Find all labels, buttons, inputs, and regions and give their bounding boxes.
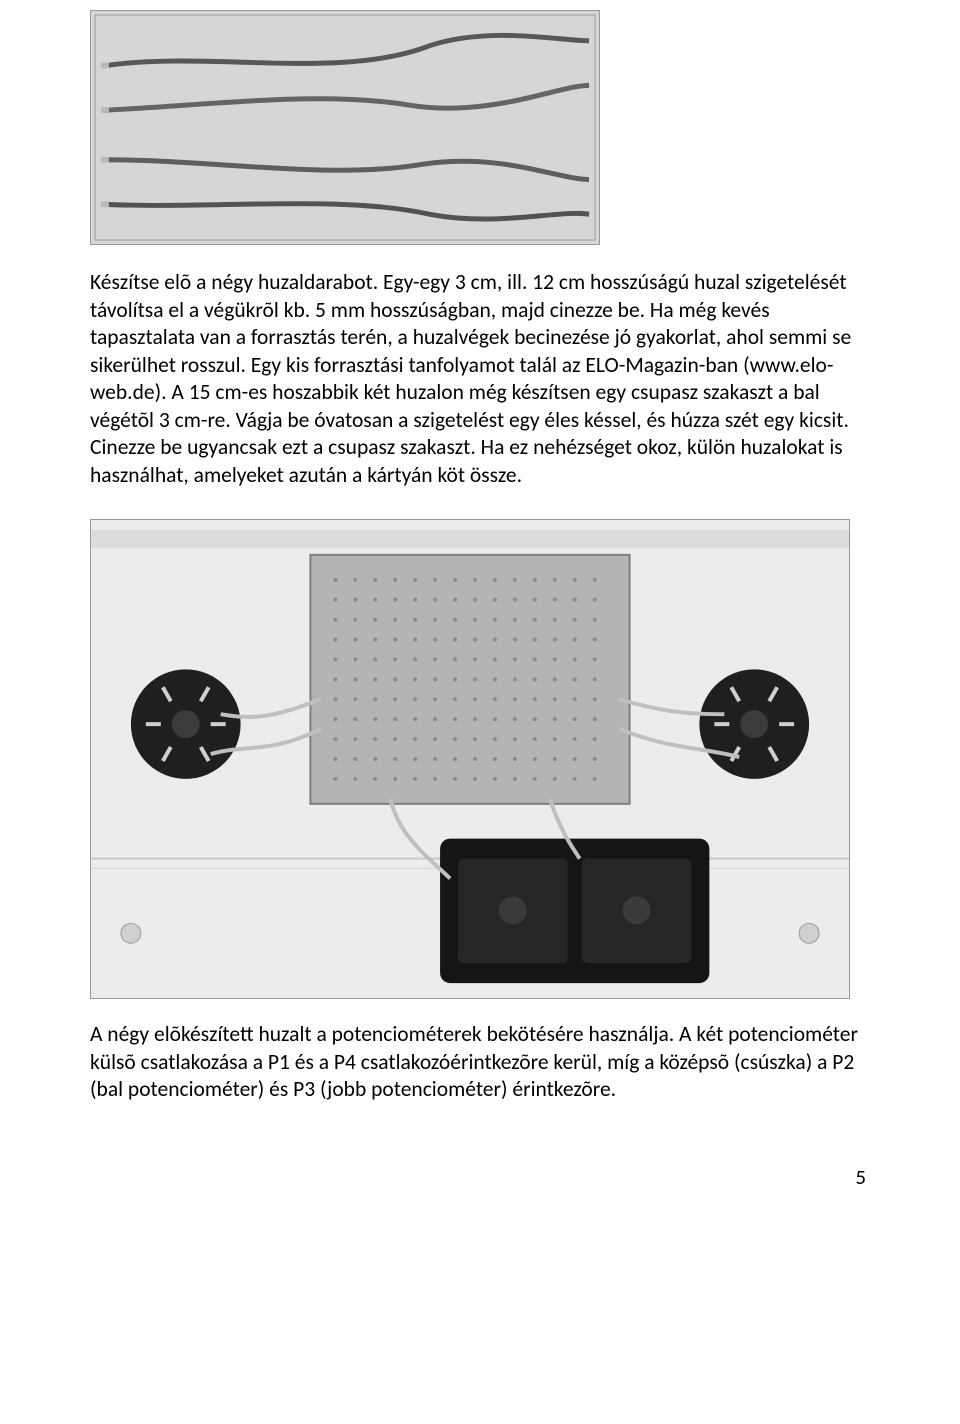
figure-circuit-assembly xyxy=(90,519,850,999)
paragraph-1: Készítse elõ a négy huzaldarabot. Egy-eg… xyxy=(90,269,870,489)
paragraph-2: A négy elõkészített huzalt a potenciomét… xyxy=(90,1021,870,1104)
figure-wires xyxy=(90,10,600,245)
page-number: 5 xyxy=(90,1164,870,1190)
